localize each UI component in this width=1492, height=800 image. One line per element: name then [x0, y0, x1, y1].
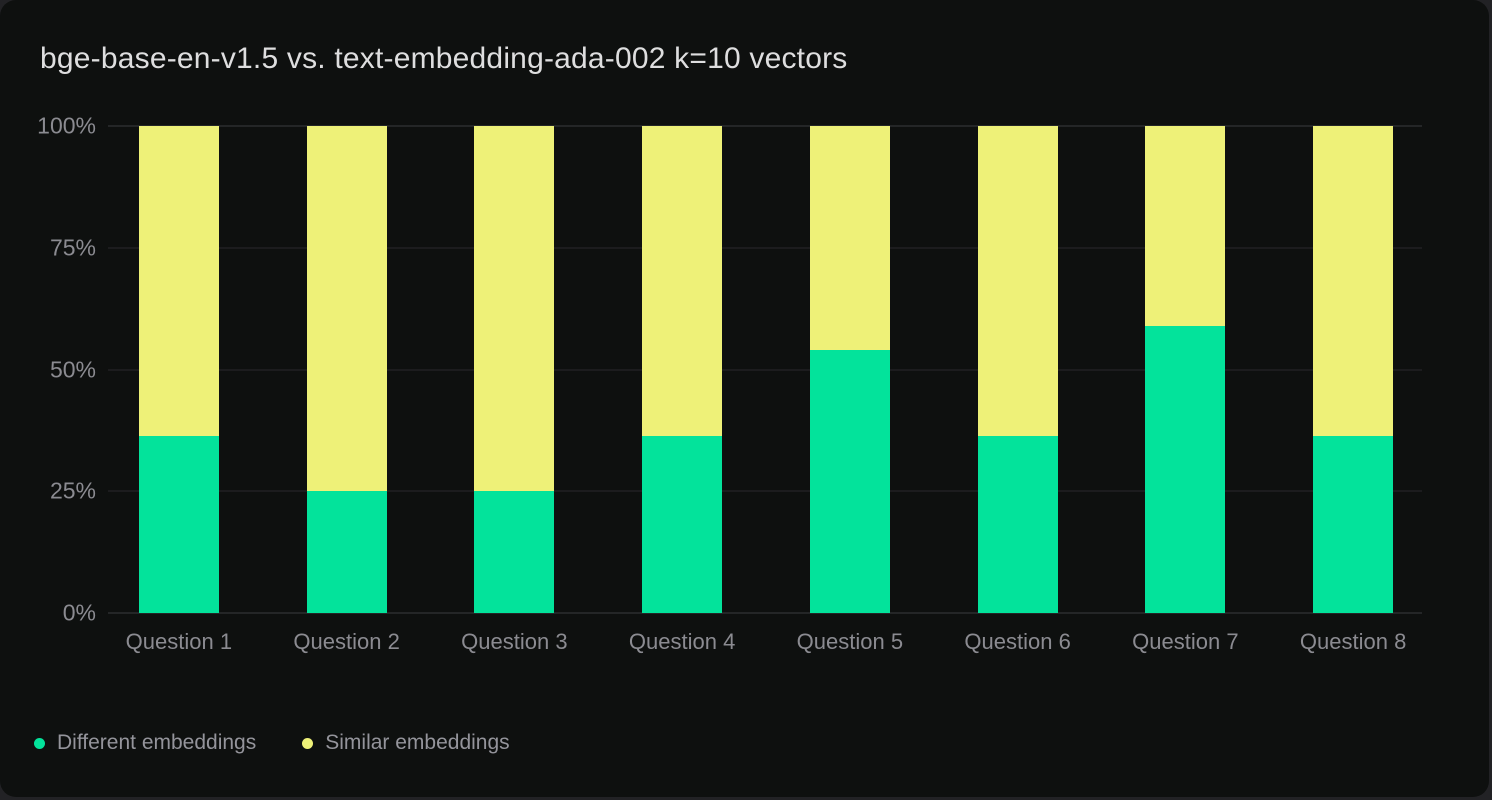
x-tick-label: Question 4	[628, 629, 736, 654]
bar-question-4[interactable]	[642, 126, 723, 613]
y-tick-label: 0%	[62, 599, 96, 626]
x-tick-label: Question 7	[1132, 629, 1239, 654]
y-tick-label: 25%	[49, 477, 96, 504]
bar-question-5[interactable]	[809, 126, 890, 613]
bar-question-6[interactable]	[977, 126, 1058, 613]
x-tick-label: Question 1	[125, 629, 233, 654]
bar-question-1[interactable]	[138, 126, 219, 613]
x-tick-label: Question 3	[461, 629, 568, 654]
segment-different-embeddings[interactable]	[474, 491, 555, 613]
gridline-75	[108, 247, 1422, 249]
segment-different-embeddings[interactable]	[306, 491, 387, 613]
bar-slot-6	[934, 126, 1102, 613]
segment-different-embeddings[interactable]	[642, 435, 723, 613]
bar-slot-3	[431, 126, 599, 613]
segment-different-embeddings[interactable]	[138, 435, 219, 613]
y-axis: 100% 75% 50% 25% 0%	[0, 113, 96, 626]
segment-similar-embeddings[interactable]	[474, 126, 555, 492]
gridline-25	[108, 490, 1422, 492]
legend-label: Different embeddings	[57, 731, 257, 754]
legend-dot-icon	[34, 737, 45, 749]
chart-title: bge-base-en-v1.5 vs. text-embedding-ada-…	[40, 42, 848, 75]
bar-question-2[interactable]	[306, 126, 387, 613]
segment-similar-embeddings[interactable]	[138, 126, 219, 436]
bar-slot-7	[1102, 126, 1270, 613]
bar-slot-5	[766, 126, 934, 613]
segment-different-embeddings[interactable]	[809, 350, 890, 613]
segment-similar-embeddings[interactable]	[809, 126, 890, 351]
bar-slot-2	[263, 126, 431, 613]
gridline-100	[108, 125, 1422, 127]
x-axis: Question 1 Question 2 Question 3 Question 4…	[95, 629, 1437, 655]
segment-similar-embeddings[interactable]	[977, 126, 1058, 436]
bars	[95, 126, 1437, 613]
x-tick-label: Question 2	[293, 629, 400, 654]
segment-different-embeddings[interactable]	[1145, 325, 1226, 613]
plot-area: 100% 75% 50% 25% 0%	[0, 113, 1489, 626]
segment-similar-embeddings[interactable]	[306, 126, 387, 492]
bar-question-3[interactable]	[474, 126, 555, 613]
segment-similar-embeddings[interactable]	[642, 126, 723, 436]
x-tick-label: Question 8	[1299, 629, 1407, 654]
x-tick-label: Question 6	[964, 629, 1071, 654]
y-tick-label: 75%	[49, 234, 96, 261]
legend-item-different-embeddings[interactable]: Different embeddings	[34, 731, 256, 755]
bar-slot-1	[95, 126, 263, 613]
segment-similar-embeddings[interactable]	[1313, 126, 1394, 436]
bar-question-7[interactable]	[1145, 126, 1226, 613]
gridlines	[108, 125, 1422, 614]
y-tick-label: 100%	[37, 112, 96, 139]
legend-label: Similar embeddings	[325, 731, 510, 754]
y-tick-label: 50%	[49, 356, 96, 382]
gridline-50	[108, 369, 1422, 370]
segment-different-embeddings[interactable]	[1313, 435, 1394, 613]
segment-similar-embeddings[interactable]	[1145, 126, 1226, 326]
gridline-0	[108, 612, 1422, 614]
x-tick-label: Question 5	[796, 629, 904, 654]
segment-different-embeddings[interactable]	[977, 435, 1058, 613]
legend-dot-icon	[302, 737, 314, 749]
bar-slot-4	[598, 126, 766, 613]
legend: Different embeddings Similar embeddings	[34, 731, 510, 755]
legend-item-similar-embeddings[interactable]: Similar embeddings	[302, 731, 510, 755]
bar-slot-8	[1269, 126, 1437, 613]
bar-question-8[interactable]	[1313, 126, 1394, 613]
